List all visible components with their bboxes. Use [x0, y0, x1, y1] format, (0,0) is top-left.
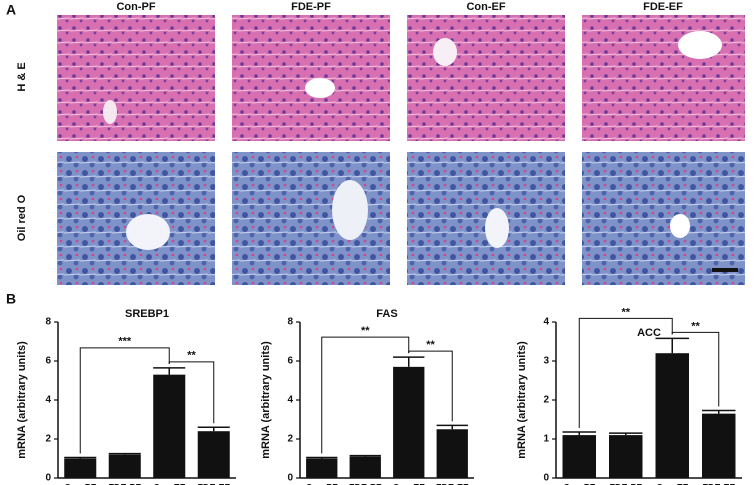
- micrograph: [582, 152, 745, 285]
- y-tick-label: 8: [287, 317, 293, 328]
- vessel: [485, 208, 509, 248]
- x-tick-label: Con-EF: [656, 482, 688, 485]
- y-tick-label: 4: [543, 317, 549, 328]
- chart-title: FAS: [376, 308, 397, 320]
- chart-title: SREBP1: [125, 308, 169, 320]
- y-axis-label: mRNA (arbitrary units): [260, 341, 272, 459]
- bar: [609, 435, 643, 478]
- y-tick-label: 2: [543, 395, 549, 406]
- y-tick-label: 1: [543, 434, 549, 445]
- bar: [108, 454, 141, 478]
- scale-bar: [712, 268, 738, 272]
- y-tick-label: 3: [543, 356, 549, 367]
- panel-label: B: [6, 291, 16, 307]
- x-tick-label: Con-PF: [64, 482, 96, 485]
- micrograph: [407, 152, 565, 285]
- x-tick-label: FDE-EF: [436, 482, 469, 485]
- micrograph: [582, 15, 745, 141]
- x-tick-label: FDE-PF: [349, 482, 382, 485]
- significance-label: **: [426, 339, 435, 351]
- row-label: H & E: [16, 62, 28, 91]
- significance-label: ***: [118, 336, 132, 348]
- bar: [702, 413, 736, 478]
- row-label: Oil red O: [16, 194, 28, 241]
- significance-bracket: [168, 361, 215, 424]
- x-tick-label: FDE-PF: [610, 482, 643, 485]
- micrograph: [57, 15, 215, 141]
- vessel: [103, 100, 117, 124]
- x-tick-label: Con-PF: [563, 482, 595, 485]
- vessel: [670, 214, 690, 238]
- y-tick-label: 0: [287, 473, 293, 484]
- column-label: FDE-PF: [291, 1, 331, 13]
- bar: [393, 366, 425, 478]
- x-tick-label: Con-EF: [393, 482, 425, 485]
- micrographs: [57, 15, 745, 285]
- x-tick-label: Con-EF: [153, 482, 185, 485]
- y-tick-label: 6: [287, 356, 293, 367]
- x-tick-label: Con-PF: [306, 482, 338, 485]
- y-tick-label: 4: [287, 395, 293, 406]
- panel-label: A: [6, 2, 16, 18]
- y-axis-label: mRNA (arbitrary units): [16, 341, 28, 459]
- significance-bracket: [578, 317, 673, 428]
- x-tick-label: FDE-EF: [198, 482, 231, 485]
- bar: [153, 374, 186, 478]
- significance-bracket: [321, 336, 410, 454]
- column-label: Con-EF: [466, 1, 505, 13]
- significance-bracket: [79, 347, 170, 454]
- bar: [655, 353, 689, 478]
- bar: [562, 435, 596, 478]
- micrograph: [232, 15, 390, 141]
- y-tick-label: 0: [543, 473, 549, 484]
- micrograph: [407, 15, 565, 141]
- y-tick-label: 2: [45, 434, 51, 445]
- significance-label: **: [691, 320, 700, 332]
- y-tick-label: 0: [45, 473, 51, 484]
- significance-label: **: [361, 325, 370, 337]
- y-tick-label: 8: [45, 317, 51, 328]
- vessel: [678, 31, 722, 59]
- x-tick-label: FDE-EF: [703, 482, 736, 485]
- y-tick-label: 2: [287, 434, 293, 445]
- bar: [306, 458, 338, 478]
- vessel: [305, 78, 335, 98]
- x-tick-label: FDE-PF: [109, 482, 142, 485]
- bar: [349, 456, 381, 478]
- significance-bracket: [408, 350, 453, 422]
- bar: [436, 429, 468, 478]
- vessel: [433, 38, 457, 66]
- bar: [197, 431, 230, 478]
- column-label: Con-PF: [116, 1, 155, 13]
- significance-label: **: [187, 350, 196, 362]
- y-axis-label: mRNA (arbitrary units): [516, 341, 528, 459]
- bar: [64, 458, 97, 478]
- significance-label: **: [621, 306, 630, 318]
- column-label: FDE-EF: [643, 1, 683, 13]
- y-tick-label: 4: [45, 395, 51, 406]
- significance-bracket: [671, 331, 720, 407]
- vessel: [332, 180, 368, 240]
- vessel: [126, 214, 170, 250]
- y-tick-label: 6: [45, 356, 51, 367]
- chart-title: ACC: [637, 327, 661, 339]
